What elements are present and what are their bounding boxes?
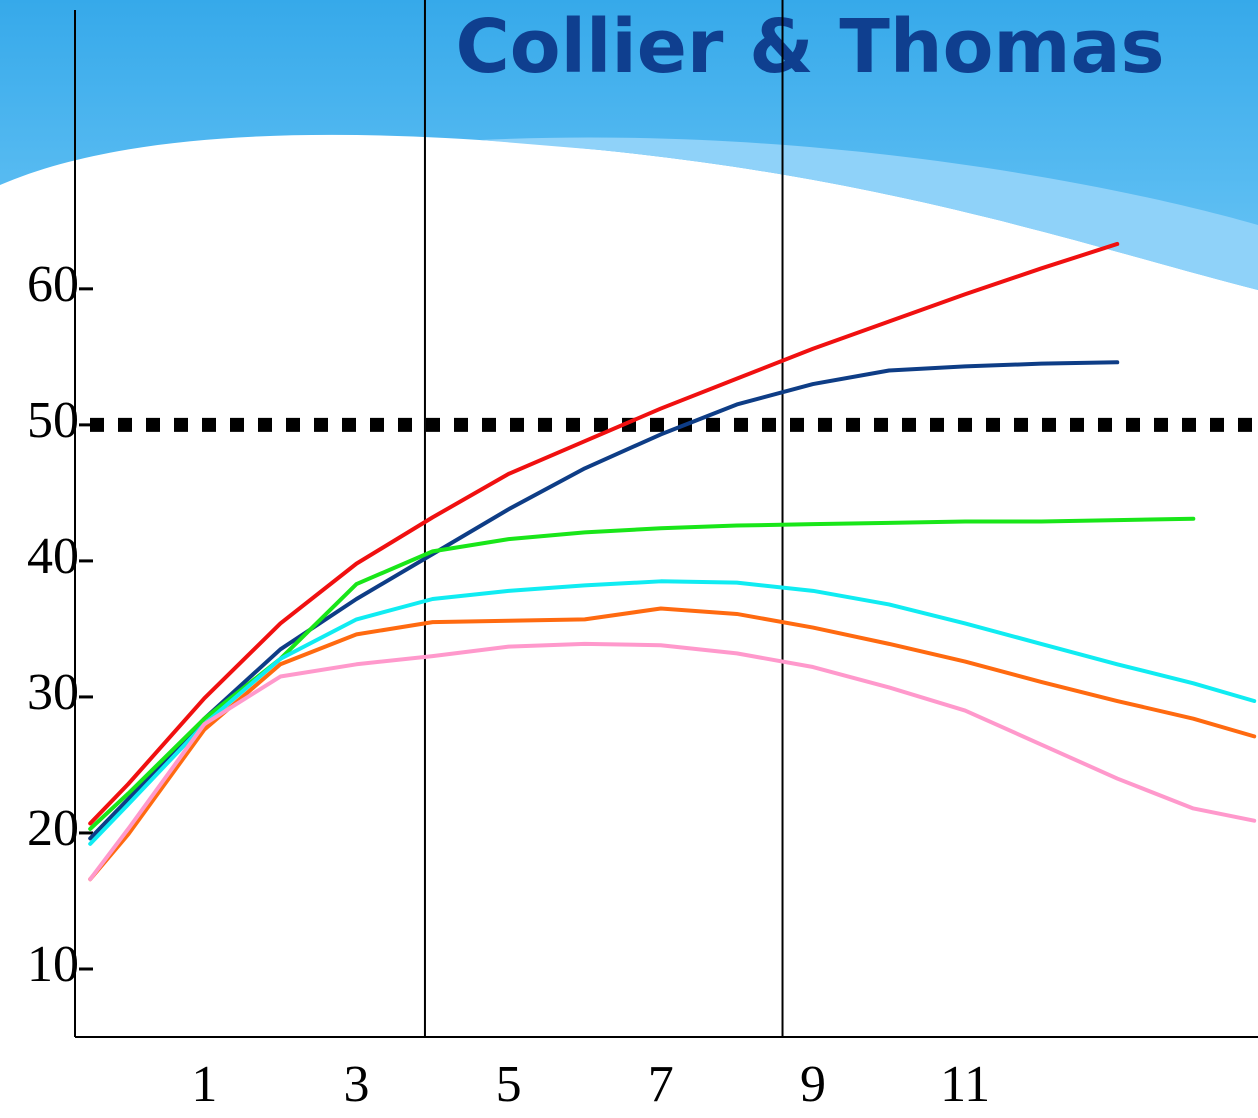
header-wave [0, 135, 1258, 1118]
y-tick-label: 40 [27, 528, 79, 585]
x-tick-label: 3 [343, 1056, 369, 1113]
y-tick-label: 50 [27, 392, 79, 449]
x-tick-label: 7 [648, 1056, 674, 1113]
x-tick-label: 11 [940, 1056, 990, 1113]
y-tick-label: 20 [27, 800, 79, 857]
x-tick-label: 5 [496, 1056, 522, 1113]
chart-title: Collier & Thomas [455, 4, 1164, 90]
y-tick-label: 30 [27, 664, 79, 721]
y-tick-label: 60 [27, 256, 79, 313]
y-tick-label: 10 [27, 936, 79, 993]
chart: Collier & Thomas 10 20 30 40 50 60 1 3 5 7 9 11 [0, 0, 1258, 1118]
x-tick-label: 9 [800, 1056, 826, 1113]
x-tick-label: 1 [191, 1056, 217, 1113]
